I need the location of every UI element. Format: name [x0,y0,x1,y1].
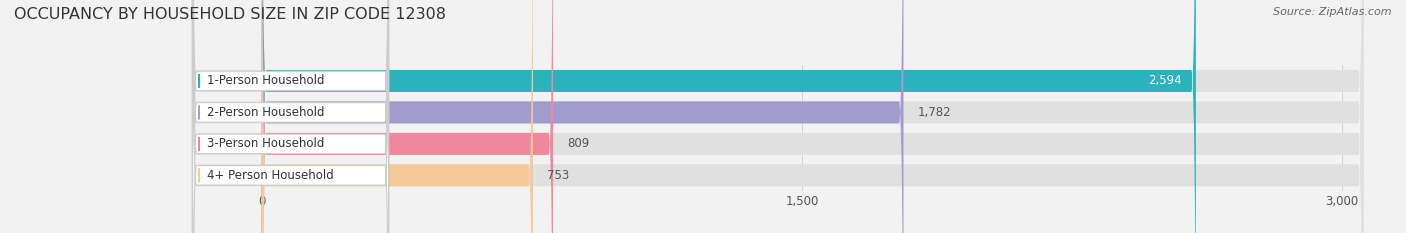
Text: 4+ Person Household: 4+ Person Household [207,169,333,182]
FancyBboxPatch shape [191,0,1364,233]
FancyBboxPatch shape [193,0,388,233]
Text: 2-Person Household: 2-Person Household [207,106,325,119]
Text: 2,594: 2,594 [1147,75,1181,87]
Text: 3-Person Household: 3-Person Household [207,137,325,150]
FancyBboxPatch shape [193,0,388,233]
Text: Source: ZipAtlas.com: Source: ZipAtlas.com [1274,7,1392,17]
FancyBboxPatch shape [191,0,1364,233]
FancyBboxPatch shape [193,0,388,233]
FancyBboxPatch shape [262,0,553,233]
Text: 753: 753 [547,169,569,182]
FancyBboxPatch shape [262,0,533,233]
FancyBboxPatch shape [191,0,1364,233]
Text: 1-Person Household: 1-Person Household [207,75,325,87]
FancyBboxPatch shape [262,0,904,233]
FancyBboxPatch shape [193,0,388,233]
Text: OCCUPANCY BY HOUSEHOLD SIZE IN ZIP CODE 12308: OCCUPANCY BY HOUSEHOLD SIZE IN ZIP CODE … [14,7,446,22]
Text: 1,782: 1,782 [918,106,952,119]
FancyBboxPatch shape [191,0,1364,233]
FancyBboxPatch shape [262,0,1197,233]
Text: 809: 809 [568,137,589,150]
